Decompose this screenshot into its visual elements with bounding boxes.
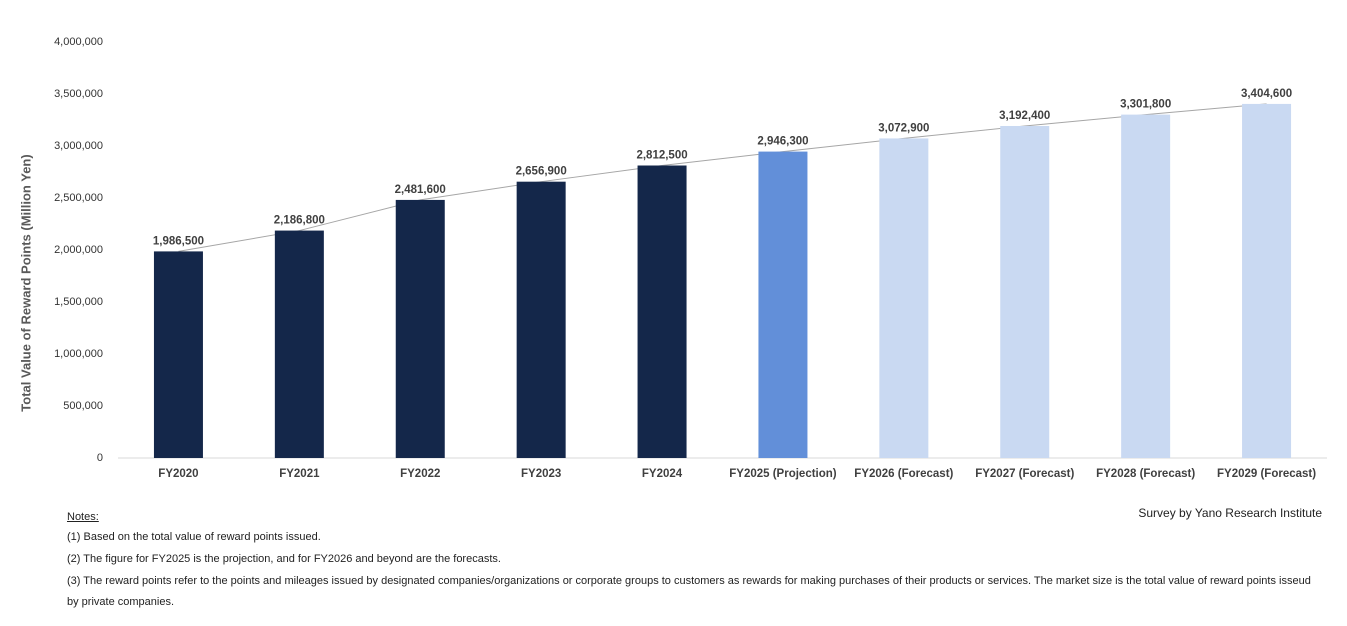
x-tick-label: FY2026 (Forecast) (854, 468, 953, 480)
note: (2) The figure for FY2025 is the project… (67, 553, 501, 565)
y-tick-label: 2,000,000 (54, 244, 103, 256)
value-label: 2,946,300 (757, 136, 808, 148)
value-label: 2,812,500 (636, 150, 687, 162)
x-tick-label: FY2027 (Forecast) (975, 468, 1074, 480)
y-axis-title: Total Value of Reward Points (Million Ye… (18, 154, 33, 411)
y-tick-label: 1,000,000 (54, 348, 103, 360)
y-tick-label: 3,000,000 (54, 140, 103, 152)
bar (637, 165, 687, 458)
source: Survey by Yano Research Institute (1138, 506, 1322, 520)
value-label: 3,301,800 (1120, 99, 1171, 111)
value-label: 1,986,500 (153, 235, 204, 247)
bar (1000, 125, 1050, 458)
value-label: 2,186,800 (274, 215, 325, 227)
x-tick-label: FY2029 (Forecast) (1217, 468, 1316, 480)
bar (758, 151, 808, 459)
y-tick-label: 0 (97, 452, 103, 464)
note: (3) The reward points refer to the point… (67, 575, 1311, 608)
y-tick-label: 2,500,000 (54, 192, 103, 204)
value-label: 2,656,900 (516, 166, 567, 178)
value-label: 2,481,600 (395, 184, 446, 196)
y-tick-label: 500,000 (63, 400, 103, 412)
chart: Total Value of Reward Points (Million Ye… (18, 36, 1327, 480)
value-label: 3,072,900 (878, 122, 929, 134)
value-label: 3,404,600 (1241, 88, 1292, 100)
notes-title: Notes: (67, 511, 99, 523)
bar (153, 251, 203, 458)
bar (395, 199, 445, 458)
y-tick-label: 1,500,000 (54, 296, 103, 308)
x-tick-label: FY2028 (Forecast) (1096, 468, 1195, 480)
x-tick-label: FY2025 (Projection) (729, 468, 837, 480)
x-tick-label: FY2021 (279, 468, 320, 480)
connector-line (178, 103, 1267, 252)
x-tick-label: FY2023 (521, 468, 561, 480)
bar (274, 230, 324, 458)
bar (1121, 114, 1171, 459)
x-tick-label: FY2022 (400, 468, 440, 480)
x-tick-label: FY2020 (158, 468, 198, 480)
y-tick-label: 4,000,000 (54, 36, 103, 48)
bar (879, 138, 929, 458)
value-label: 3,192,400 (999, 110, 1050, 122)
note: (1) Based on the total value of reward p… (67, 531, 321, 543)
bar (1242, 103, 1292, 458)
bar (516, 181, 566, 458)
x-tick-label: FY2024 (642, 468, 683, 480)
y-tick-label: 3,500,000 (54, 88, 103, 100)
